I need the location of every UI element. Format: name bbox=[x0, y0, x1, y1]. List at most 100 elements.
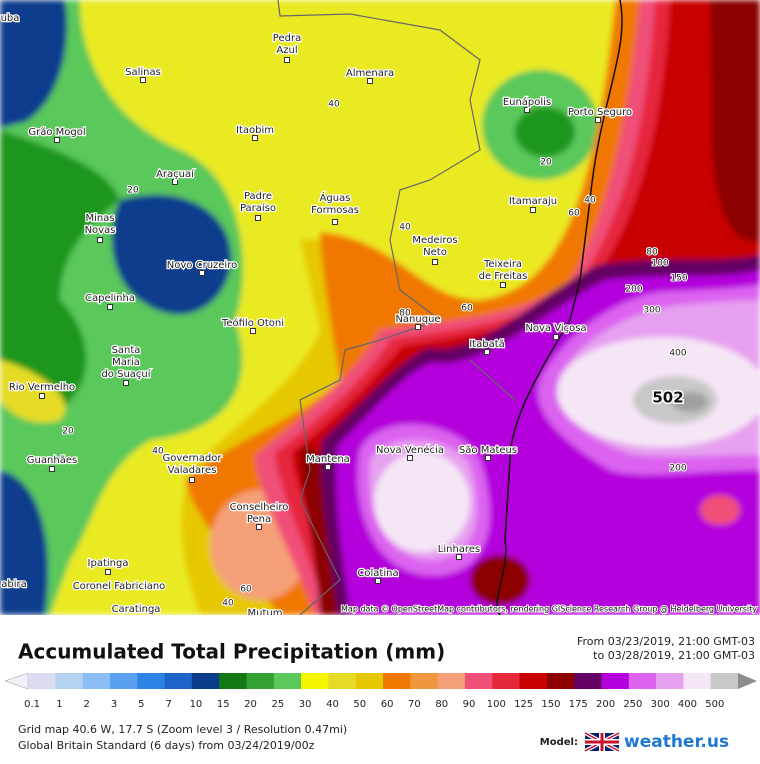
place-marker bbox=[375, 578, 381, 584]
legend-swatch bbox=[492, 673, 520, 689]
place-label: Nova Viçosa bbox=[525, 323, 586, 334]
legend-swatch bbox=[437, 673, 466, 689]
legend-swatch bbox=[683, 673, 711, 689]
legend-arrow-right bbox=[738, 673, 757, 689]
place-marker bbox=[367, 78, 373, 84]
place-label: Águas bbox=[320, 191, 351, 204]
place-label: Governador bbox=[163, 453, 223, 464]
legend-label: 500 bbox=[705, 699, 724, 710]
legend-swatch bbox=[410, 673, 438, 689]
legend-label: 250 bbox=[623, 699, 642, 710]
legend-swatch bbox=[164, 673, 193, 689]
place-label: Nanuque bbox=[395, 314, 440, 325]
legend-label: 200 bbox=[596, 699, 615, 710]
place-label: Caratinga bbox=[112, 604, 161, 615]
legend-label: 400 bbox=[678, 699, 697, 710]
place-marker bbox=[500, 282, 506, 288]
legend-label: 25 bbox=[271, 699, 284, 710]
model-info: Global Britain Standard (6 days) from 03… bbox=[18, 739, 315, 752]
legend-label: 80 bbox=[435, 699, 448, 710]
legend-swatch bbox=[55, 673, 83, 689]
legend-swatch bbox=[355, 673, 384, 689]
model-label: Model: bbox=[540, 737, 578, 748]
legend-label: 3 bbox=[111, 699, 117, 710]
place-marker bbox=[252, 135, 258, 141]
contour-label: 300 bbox=[643, 306, 660, 316]
contour-label: 40 bbox=[584, 196, 596, 206]
place-marker bbox=[172, 179, 178, 185]
place-marker bbox=[199, 270, 205, 276]
place-label: Salinas bbox=[125, 67, 161, 78]
place-marker bbox=[456, 554, 462, 560]
place-marker bbox=[189, 477, 195, 483]
legend-label: 50 bbox=[353, 699, 366, 710]
place-marker bbox=[39, 393, 45, 399]
place-marker bbox=[530, 207, 536, 213]
legend-label: 1 bbox=[56, 699, 62, 710]
place-marker bbox=[415, 324, 421, 330]
legend-swatch bbox=[328, 673, 356, 689]
contour-label: 150 bbox=[670, 274, 687, 284]
place-marker bbox=[255, 215, 261, 221]
contour-label: 20 bbox=[127, 186, 139, 196]
place-marker bbox=[49, 466, 55, 472]
contour-label: 60 bbox=[461, 304, 473, 314]
legend-swatch bbox=[219, 673, 247, 689]
place-label: Ipatinga bbox=[88, 558, 129, 569]
legend-label: 150 bbox=[541, 699, 560, 710]
place-marker bbox=[140, 77, 146, 83]
place-marker bbox=[553, 334, 559, 340]
place-marker bbox=[524, 107, 530, 113]
legend-swatch bbox=[464, 673, 493, 689]
place-marker bbox=[97, 237, 103, 243]
place-label: Teixeira bbox=[483, 259, 522, 270]
legend-label: 15 bbox=[217, 699, 230, 710]
state-border bbox=[277, 0, 481, 615]
place-marker bbox=[484, 349, 490, 355]
map: Map data © OpenStreetMap contributors, r… bbox=[0, 0, 760, 619]
contour-label: 40 bbox=[222, 599, 234, 609]
legend-label: 2 bbox=[84, 699, 90, 710]
place-label: de Freitas bbox=[479, 271, 528, 282]
legend-swatch bbox=[301, 673, 329, 689]
place-label: Minas bbox=[85, 213, 114, 224]
place-label: Medeiros bbox=[412, 235, 457, 246]
legend-swatch bbox=[28, 673, 56, 689]
contour-label: 200 bbox=[625, 285, 642, 295]
legend-label: 30 bbox=[299, 699, 312, 710]
legend-swatch bbox=[82, 673, 111, 689]
grid-info: Grid map 40.6 W, 17.7 S (Zoom level 3 / … bbox=[18, 723, 347, 736]
coastline bbox=[496, 0, 623, 615]
state-border bbox=[469, 359, 516, 401]
legend-swatch bbox=[273, 673, 302, 689]
place-label: Colatina bbox=[357, 568, 398, 579]
place-label: Linhares bbox=[438, 544, 480, 555]
place-label: Mutum bbox=[248, 608, 283, 619]
contour-label: 20 bbox=[540, 158, 552, 168]
contour-label: 20 bbox=[62, 427, 74, 437]
place-label: Padre bbox=[244, 191, 272, 202]
legend-label: 100 bbox=[487, 699, 506, 710]
place-label: do Suaçuí bbox=[101, 368, 151, 380]
place-marker bbox=[595, 117, 601, 123]
legend-label: 175 bbox=[569, 699, 588, 710]
contour-label: 200 bbox=[669, 464, 686, 474]
place-label: Novo Cruzeiro bbox=[167, 260, 237, 271]
contour-label: 400 bbox=[669, 349, 686, 359]
contour-label: 60 bbox=[568, 209, 580, 219]
legend-swatch bbox=[546, 673, 575, 689]
legend-label: 40 bbox=[326, 699, 339, 710]
legend-label: 60 bbox=[381, 699, 394, 710]
brand: weather.us bbox=[624, 732, 729, 752]
legend-swatch bbox=[137, 673, 165, 689]
place-label: abira bbox=[1, 579, 27, 590]
place-marker bbox=[250, 328, 256, 334]
place-marker bbox=[432, 259, 438, 265]
contour-label: 60 bbox=[240, 585, 252, 595]
legend-label: 5 bbox=[138, 699, 144, 710]
legend-label: 10 bbox=[190, 699, 203, 710]
legend-swatch bbox=[191, 673, 220, 689]
place-label: Santa bbox=[112, 345, 141, 356]
legend-swatch bbox=[519, 673, 548, 689]
